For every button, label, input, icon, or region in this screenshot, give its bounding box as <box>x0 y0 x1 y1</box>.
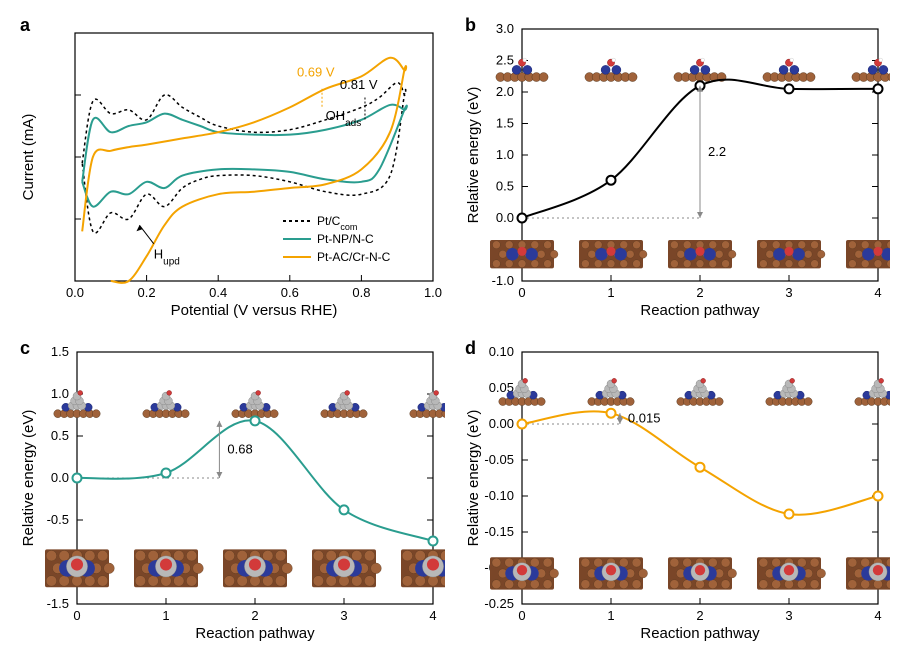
svg-text:2: 2 <box>251 608 258 623</box>
svg-text:0: 0 <box>518 285 525 300</box>
svg-text:0.68: 0.68 <box>227 441 252 456</box>
svg-text:0.00: 0.00 <box>489 416 514 431</box>
svg-text:Reaction pathway: Reaction pathway <box>195 625 315 642</box>
svg-text:3: 3 <box>785 608 792 623</box>
svg-text:-0.25: -0.25 <box>484 596 514 611</box>
svg-text:1: 1 <box>607 285 614 300</box>
svg-text:0.5: 0.5 <box>51 428 69 443</box>
svg-text:0.69 V: 0.69 V <box>297 64 335 79</box>
svg-text:0.0: 0.0 <box>66 285 84 300</box>
svg-text:3: 3 <box>340 608 347 623</box>
svg-text:3.0: 3.0 <box>496 21 514 36</box>
panel-c: c 01234-1.5-1.0-0.50.00.51.01.5Reaction … <box>15 338 450 651</box>
svg-text:Potential (V versus RHE): Potential (V versus RHE) <box>171 302 338 319</box>
svg-text:0.015: 0.015 <box>628 411 661 426</box>
svg-text:2.5: 2.5 <box>496 53 514 68</box>
svg-text:Reaction pathway: Reaction pathway <box>640 302 760 319</box>
figure-grid: a 0.0 0.2 0.4 0.6 0.8 1.0 Potential (V versus … <box>15 15 895 651</box>
svg-text:Relative energy (eV): Relative energy (eV) <box>20 410 37 547</box>
panel-d: d 01234-0.25-0.20-0.15-0.10-0.050.000.05… <box>460 338 895 651</box>
svg-text:Relative energy (eV): Relative energy (eV) <box>465 410 482 547</box>
svg-text:Reaction pathway: Reaction pathway <box>640 625 760 642</box>
svg-text:-0.15: -0.15 <box>484 524 514 539</box>
svg-text:3: 3 <box>785 285 792 300</box>
svg-text:Hupd: Hupd <box>154 247 180 268</box>
svg-text:Pt-AC/Cr-N-C: Pt-AC/Cr-N-C <box>317 250 391 264</box>
svg-text:4: 4 <box>429 608 436 623</box>
svg-text:2.0: 2.0 <box>496 84 514 99</box>
svg-text:-0.5: -0.5 <box>47 512 69 527</box>
svg-text:1.0: 1.0 <box>51 386 69 401</box>
panel-a: a 0.0 0.2 0.4 0.6 0.8 1.0 Potential (V versus … <box>15 15 450 328</box>
svg-text:Relative energy (eV): Relative energy (eV) <box>465 87 482 224</box>
svg-text:1: 1 <box>607 608 614 623</box>
panel-c-label: c <box>20 338 30 359</box>
svg-text:1.5: 1.5 <box>496 116 514 131</box>
svg-text:-0.05: -0.05 <box>484 452 514 467</box>
svg-text:Current (mA): Current (mA) <box>20 114 37 201</box>
svg-text:Pt/Ccom: Pt/Ccom <box>317 214 357 232</box>
svg-text:4: 4 <box>874 285 881 300</box>
svg-text:Pt-NP/N-C: Pt-NP/N-C <box>317 232 374 246</box>
svg-text:1.0: 1.0 <box>496 147 514 162</box>
svg-text:0.81 V: 0.81 V <box>340 77 378 92</box>
svg-text:4: 4 <box>874 608 881 623</box>
svg-text:1: 1 <box>162 608 169 623</box>
svg-text:1.0: 1.0 <box>424 285 442 300</box>
svg-text:2: 2 <box>696 285 703 300</box>
svg-text:0.0: 0.0 <box>496 210 514 225</box>
svg-text:0.4: 0.4 <box>209 285 227 300</box>
panel-a-label: a <box>20 15 30 36</box>
svg-text:0: 0 <box>518 608 525 623</box>
panel-b: b 01234-1.0-0.50.00.51.01.52.02.53.0Reac… <box>460 15 895 328</box>
panel-b-label: b <box>465 15 476 36</box>
svg-text:-1.0: -1.0 <box>492 273 514 288</box>
svg-text:0: 0 <box>73 608 80 623</box>
svg-text:2: 2 <box>696 608 703 623</box>
svg-text:-0.10: -0.10 <box>484 488 514 503</box>
svg-text:0.0: 0.0 <box>51 470 69 485</box>
svg-text:0.8: 0.8 <box>352 285 370 300</box>
svg-text:-1.5: -1.5 <box>47 596 69 611</box>
svg-text:0.5: 0.5 <box>496 179 514 194</box>
svg-text:2.2: 2.2 <box>708 144 726 159</box>
svg-text:1.5: 1.5 <box>51 344 69 359</box>
svg-text:0.6: 0.6 <box>281 285 299 300</box>
svg-text:0.2: 0.2 <box>138 285 156 300</box>
svg-text:0.10: 0.10 <box>489 344 514 359</box>
panel-d-label: d <box>465 338 476 359</box>
